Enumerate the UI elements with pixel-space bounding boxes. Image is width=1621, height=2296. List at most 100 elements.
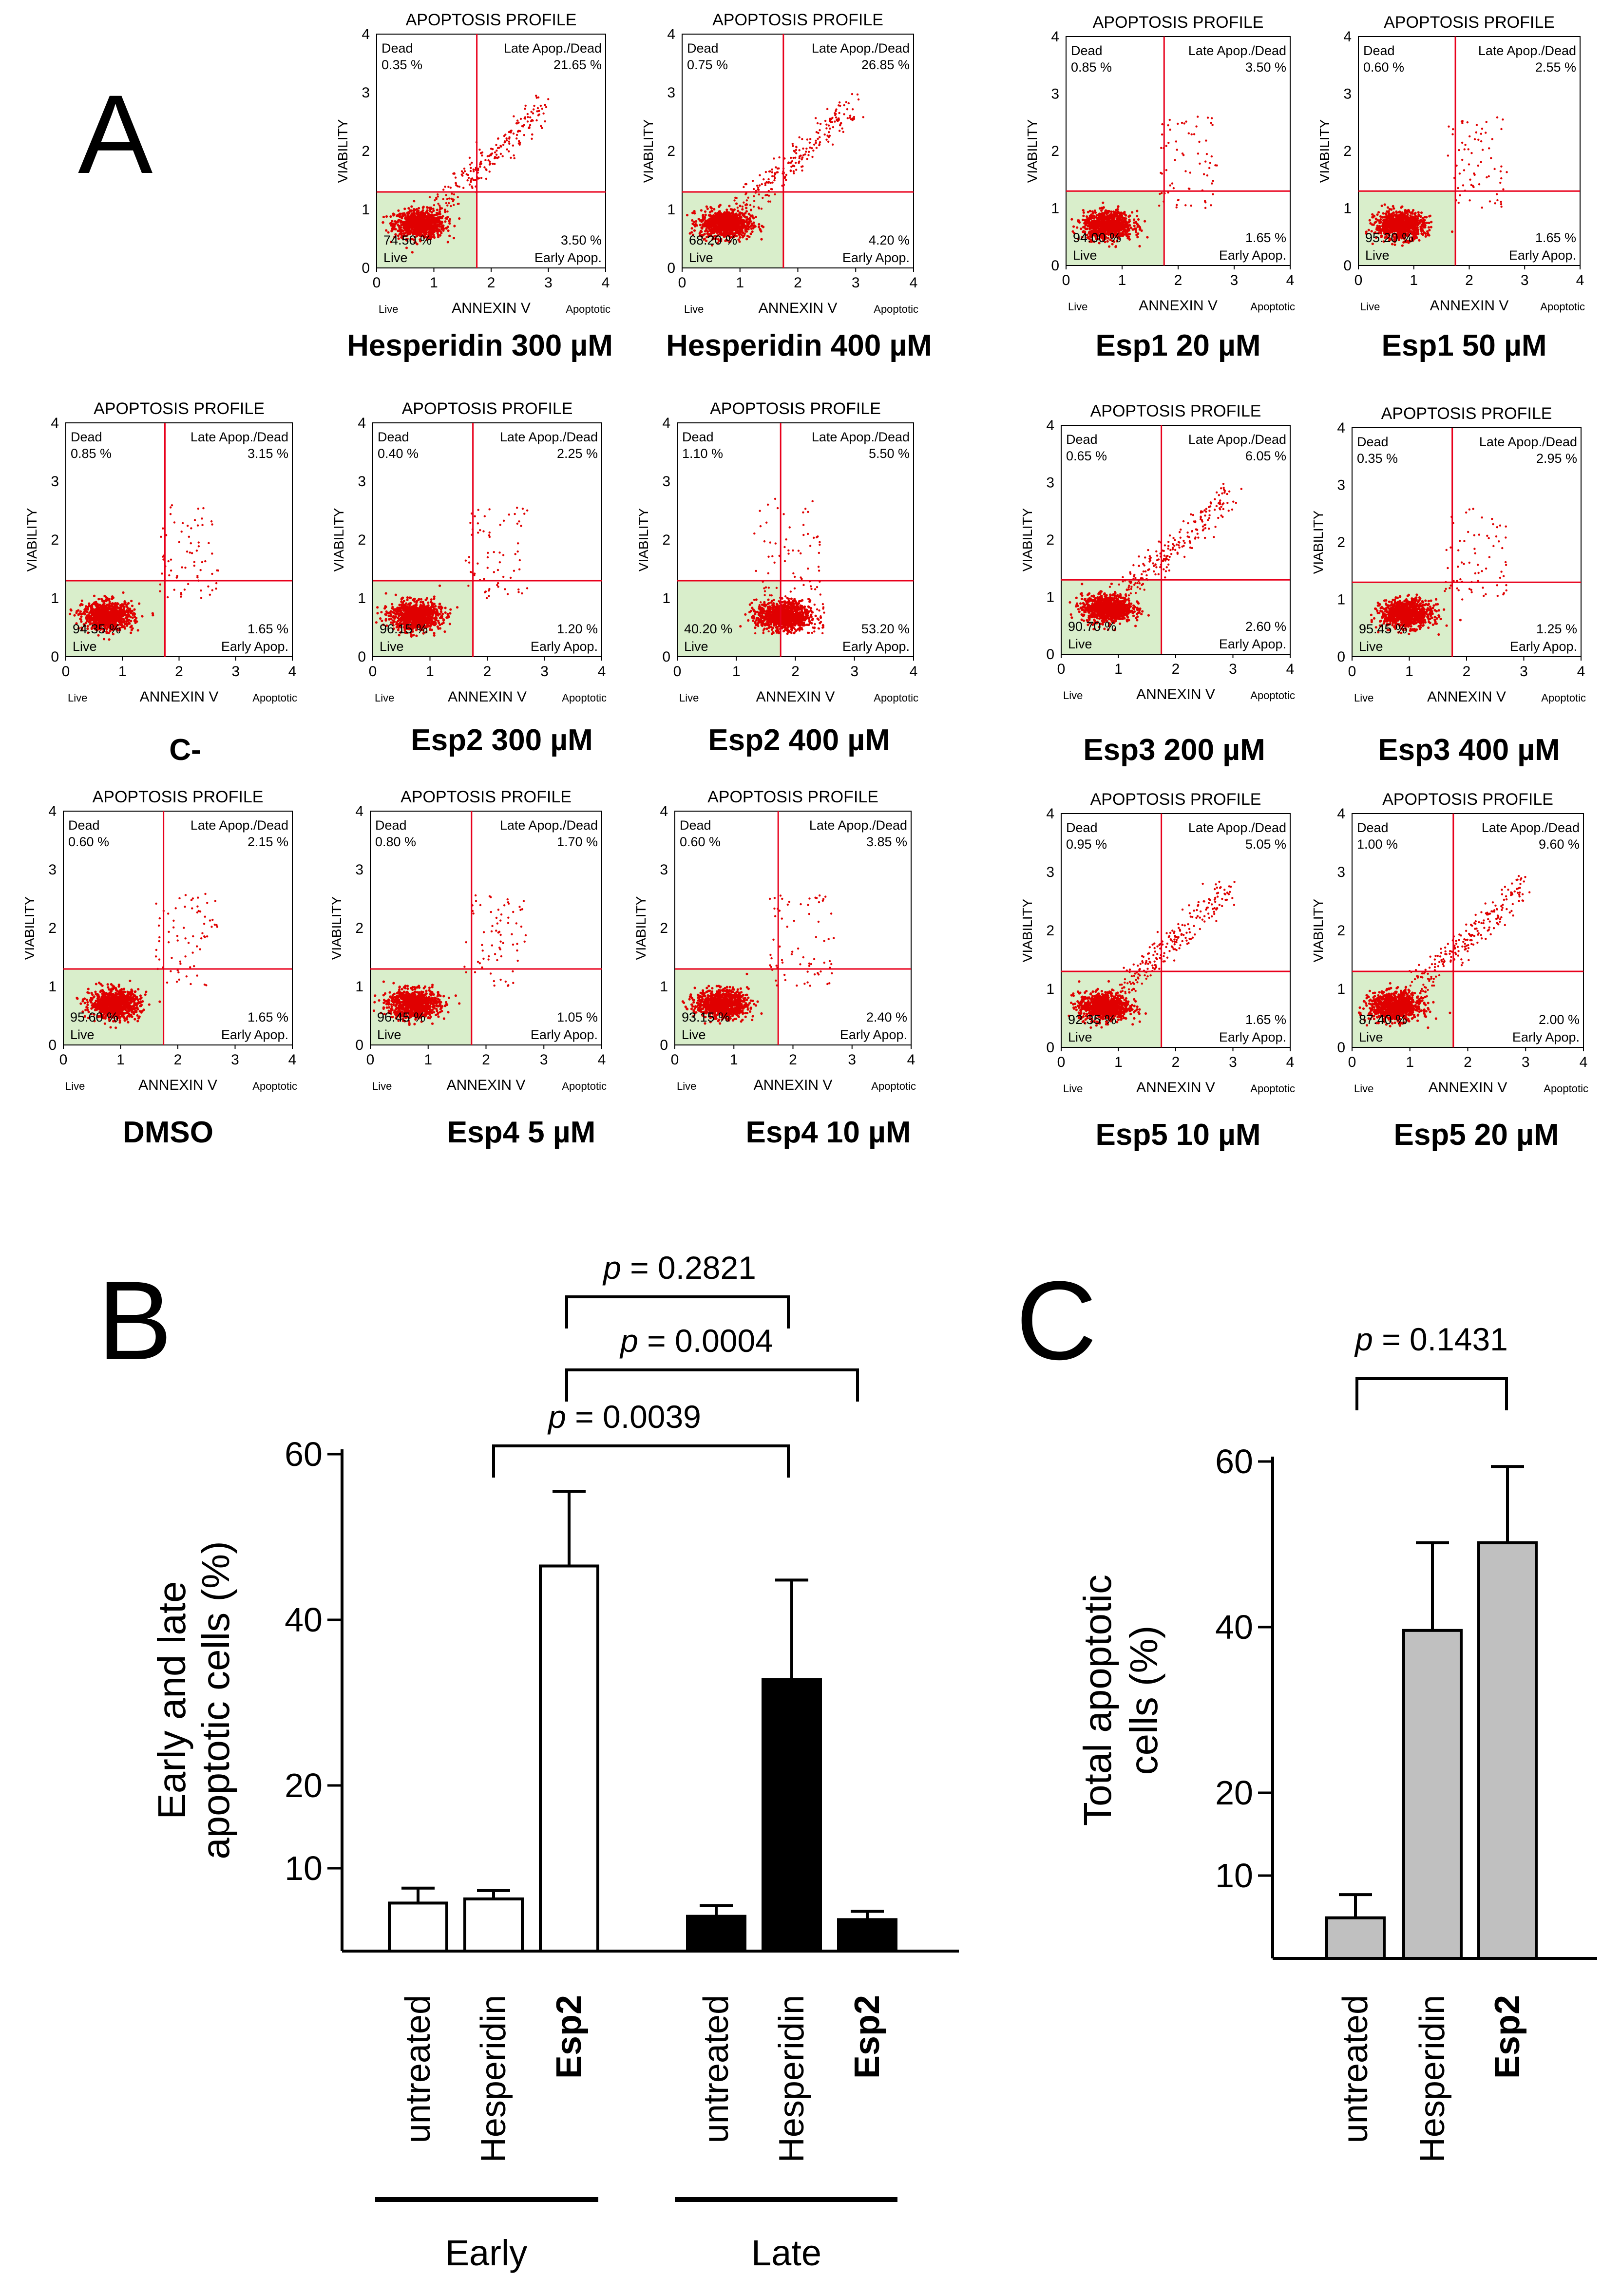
x-axis-live-tag: Live [65,1080,85,1092]
x-axis-live-tag: Live [372,1080,392,1092]
x-axis-apoptotic-tag: Apoptotic [562,692,607,704]
x-tick-label: 0 [62,664,70,680]
y-tick-label: 4 [48,803,57,819]
quadrant-label-early: Early Apop. [842,250,910,265]
x-tick-label: 4 [1286,1054,1295,1070]
plot-caption: Esp4 5 µM [447,1116,596,1149]
dead-percent: 0.40 % [378,446,419,461]
y-tick-label: 0 [48,1037,57,1053]
flow-plot: APOPTOSIS PROFILE Dead 0.65 % Late Apop./De… [1020,402,1295,767]
late-percent: 2.95 % [1536,451,1577,466]
x-tick-label: 0 [59,1052,68,1068]
x-axis-apoptotic-tag: Apoptotic [874,692,918,704]
bar-total-hesperidin [1402,1629,1463,1960]
y-axis-label: VIABILITY [335,119,350,183]
x-axis-apoptotic-tag: Apoptotic [252,1080,297,1092]
y-tick-label: 3 [358,474,366,490]
dead-percent: 0.85 % [71,446,112,461]
quadrant-label-live: Live [1365,248,1390,263]
y-tick-label: 2 [1046,532,1054,548]
dead-percent: 0.35 % [1357,451,1398,466]
plot-caption: DMSO [123,1116,213,1149]
x-tick-label: 0 [1057,661,1066,677]
y-tick-label: 4 [362,26,370,42]
late-percent: 1.70 % [557,835,598,849]
x-tick-label: 2 [789,1052,797,1068]
y-tick-label: 4 [1337,806,1345,822]
y-tick-label: 20 [1215,1774,1253,1812]
quadrant-label-dead: Dead [680,818,711,833]
y-tick-label: 3 [660,862,668,878]
flow-events [375,507,529,638]
bar-early-hesperidin [463,1897,524,1953]
x-tick-label: 3 [540,664,549,680]
flow-plot: APOPTOSIS PROFILE Dead 0.60 % Late Apop./De… [633,788,916,1149]
y-tick-label: 2 [355,920,363,936]
y-tick-label: 2 [51,532,59,548]
plot-caption: Hesperidin 300 µM [347,329,613,362]
quadrant-label-late: Late Apop./Dead [504,41,602,56]
flow-plot: APOPTOSIS PROFILE Dead 0.35 % Late Apop./De… [1311,404,1586,767]
dead-percent: 0.95 % [1066,837,1107,852]
x-axis-live-tag: Live [379,303,398,315]
x-tick-label: 2 [1465,272,1473,288]
x-axis-live-tag: Live [1360,301,1380,313]
y-tick-label: 4 [1046,417,1054,434]
bar-late-hesperidin [762,1678,822,1953]
quadrant-label-live: Live [1359,639,1383,654]
plot-caption: Esp2 400 µM [708,723,890,757]
x-tick-label: 4 [1286,272,1295,288]
x-axis-label: ANNEXIN V [448,689,527,705]
x-tick-label: 2 [791,664,800,680]
x-tick-label: 0 [671,1052,679,1068]
y-axis-label-line1: Early and late [150,1581,193,1819]
quadrant-label-live: Live [377,1027,401,1042]
category-label: Esp2 [848,1995,887,2079]
y-tick-label: 3 [1046,864,1054,880]
y-tick-label: 4 [1343,29,1352,45]
y-tick-label: 2 [1051,143,1059,159]
x-tick-label: 3 [848,1052,856,1068]
x-axis-label: ANNEXIN V [452,300,531,316]
x-tick-label: 2 [482,1052,490,1068]
x-tick-label: 0 [1348,664,1356,680]
flow-events [1357,875,1531,1029]
x-tick-label: 4 [910,664,918,680]
y-tick-label: 0 [1337,649,1345,665]
y-tick-label: 0 [362,260,370,276]
x-tick-label: 4 [1286,661,1295,677]
x-tick-label: 2 [1464,1054,1472,1070]
p-value-label: p = 0.0004 [619,1323,773,1359]
y-axis-label: VIABILITY [24,508,39,571]
category-label: Hesperidin [474,1995,513,2163]
dead-percent: 1.00 % [1357,837,1398,852]
x-axis-label: ANNEXIN V [1427,689,1506,705]
y-tick-label: 2 [1046,923,1054,939]
quadrant-label-late: Late Apop./Dead [1478,43,1576,58]
x-tick-label: 0 [673,664,682,680]
flow-plot-title: APOPTOSIS PROFILE [1382,790,1553,809]
y-tick-label: 0 [667,260,675,276]
flow-plot-title: APOPTOSIS PROFILE [93,788,264,806]
x-tick-label: 4 [910,275,918,291]
dead-percent: 0.60 % [1363,60,1404,75]
y-tick-label: 3 [355,862,363,878]
category-label: Esp2 [1488,1995,1527,2079]
quadrant-label-live: Live [380,639,404,654]
y-tick-label: 40 [285,1601,323,1639]
x-axis-live-tag: Live [1068,301,1087,313]
early-percent: 1.25 % [1536,622,1577,636]
x-axis-label: ANNEXIN V [1136,1080,1215,1096]
y-tick-label: 3 [662,474,670,490]
x-tick-label: 0 [366,1052,375,1068]
quadrant-label-dead: Dead [687,41,719,56]
x-axis-apoptotic-tag: Apoptotic [566,303,610,315]
x-tick-label: 4 [1580,1054,1588,1070]
quadrant-label-late: Late Apop./Dead [191,430,288,444]
y-tick-label: 1 [662,590,670,607]
y-tick-label: 0 [662,649,670,665]
x-tick-label: 3 [231,1052,239,1068]
x-tick-label: 4 [907,1052,915,1068]
flow-plot: APOPTOSIS PROFILE Dead 0.95 % Late Apop./De… [1020,790,1295,1152]
x-axis-apoptotic-tag: Apoptotic [1544,1082,1588,1095]
